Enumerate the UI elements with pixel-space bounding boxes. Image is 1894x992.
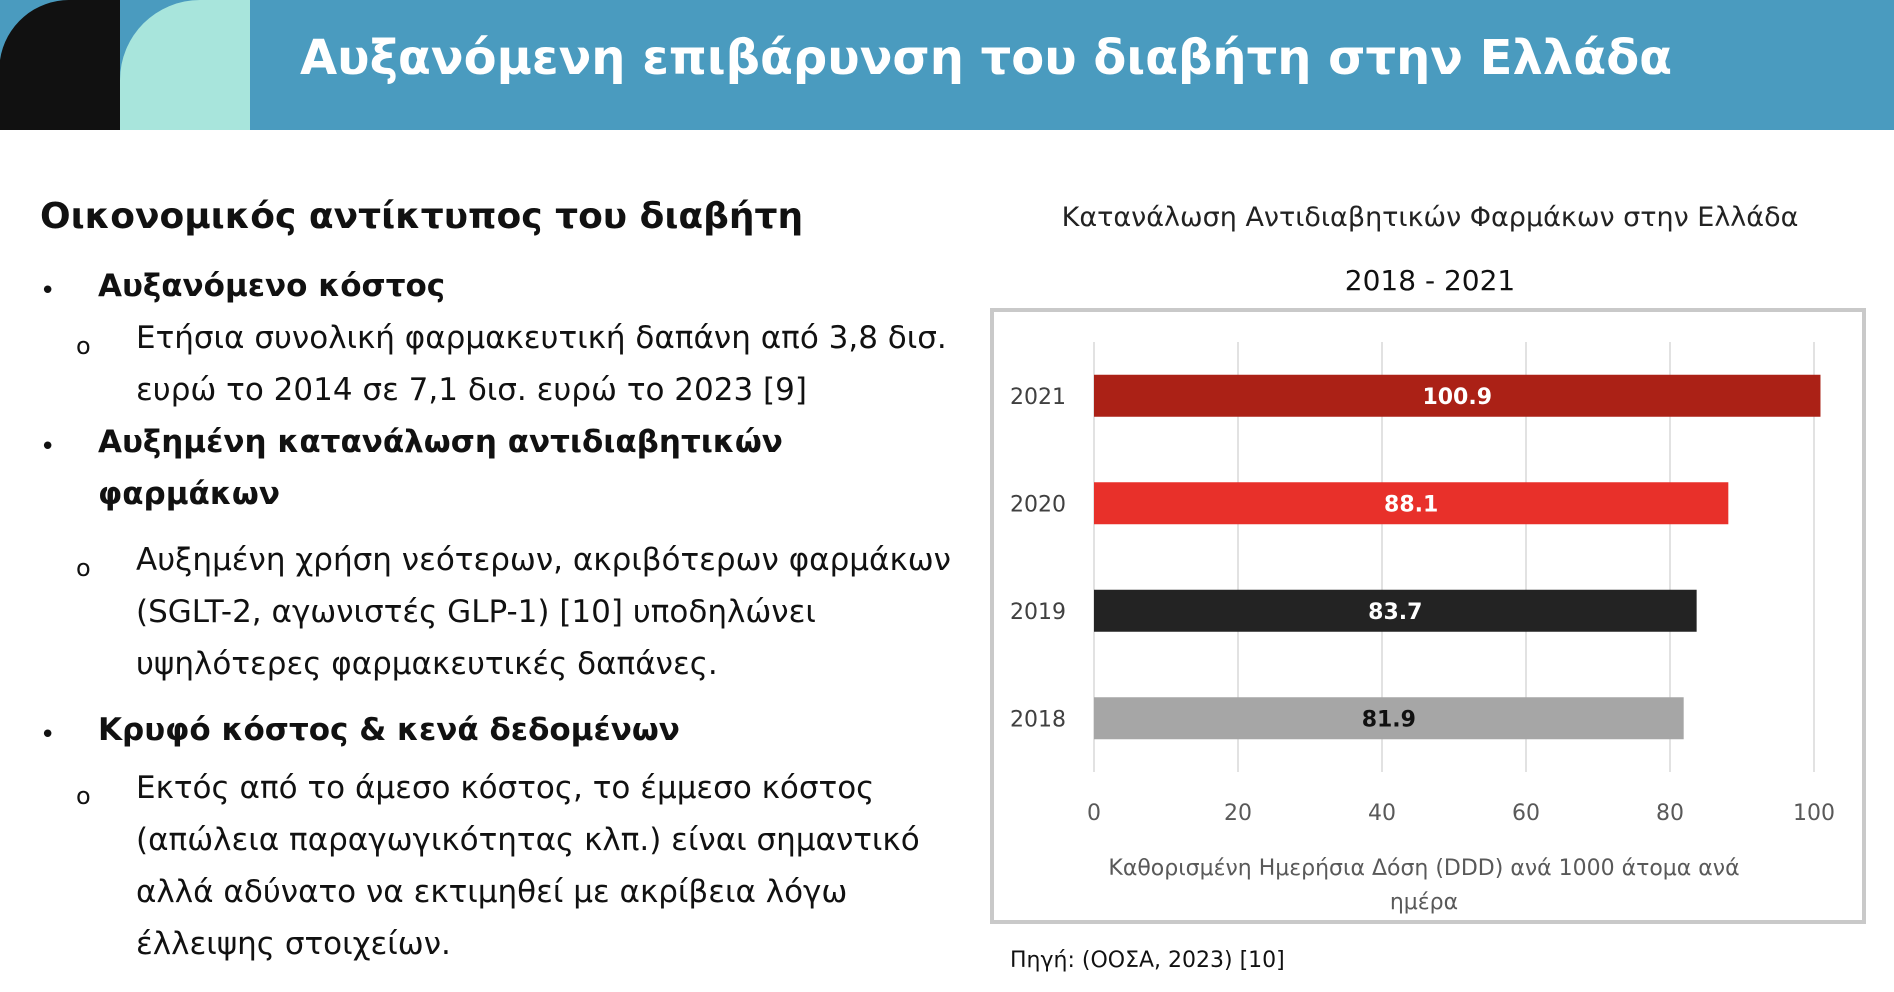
x-tick-label: 60 (1512, 801, 1540, 826)
y-category-label: 2019 (1010, 600, 1066, 625)
logo-dark-quarter (0, 0, 120, 130)
chart-subtitle: 2018 - 2021 (1344, 264, 1516, 297)
bar (1094, 697, 1684, 740)
sub-bullet-marker: o (76, 332, 91, 360)
x-tick-label: 20 (1224, 801, 1252, 826)
source-note: Πηγή: (ΟΟΣΑ, 2023) [10] (1010, 948, 1285, 973)
bar-chart: 0 20 40 60 80 100 100.9 2021 88.1 2020 83.7 2019 81.… (1010, 342, 1835, 826)
chart-frame: 0 20 40 60 80 100 100.9 2021 88.1 2020 83.7 2019 81.… (990, 308, 1866, 924)
y-category-label: 2021 (1010, 385, 1066, 410)
bar-value-label: 81.9 (1362, 707, 1416, 732)
sub-text-cost: Ετήσια συνολική φαρμακευτική δαπάνη από … (136, 320, 947, 408)
y-category-label: 2020 (1010, 492, 1066, 517)
sub-text-hidden-cost: Εκτός από το άμεσο κόστος, το έμμεσο κόσ… (136, 770, 920, 962)
sub-text-consumption: Αυξημένη χρήση νεότερων, ακριβότερων φαρ… (136, 542, 951, 682)
x-axis-label: Καθορισμένη Ημερήσια Δόση (DDD) ανά 1000… (1108, 856, 1740, 915)
chart-title: Κατανάλωση Αντιδιαβητικών Φαρμάκων στην … (1061, 202, 1799, 233)
bar (1094, 482, 1729, 525)
bullet-heading-cost: Αυξανόμενο κόστος (98, 268, 446, 304)
section-title: Οικονομικός αντίκτυπος του διαβήτη (40, 196, 804, 237)
bar-value-label: 83.7 (1368, 600, 1422, 625)
logo-light-quarter (120, 0, 250, 130)
logo-shapes (0, 0, 250, 130)
bullet-marker: • (40, 276, 56, 306)
sub-bullet-marker: o (76, 782, 91, 810)
bullet-marker: • (40, 720, 56, 750)
bar-value-label: 100.9 (1422, 385, 1492, 410)
slide-title: Αυξανόμενη επιβάρυνση του διαβήτη στην Ε… (300, 30, 1673, 86)
x-tick-label: 80 (1656, 801, 1684, 826)
y-category-label: 2018 (1010, 707, 1066, 732)
x-tick-label: 40 (1368, 801, 1396, 826)
slide-header: Αυξανόμενη επιβάρυνση του διαβήτη στην Ε… (0, 0, 1894, 130)
x-tick-label: 0 (1087, 801, 1101, 826)
bullet-heading-consumption: Αυξημένη κατανάλωση αντιδιαβητικών φαρμά… (98, 424, 783, 512)
bullet-heading-hidden-cost: Κρυφό κόστος & κενά δεδομένων (98, 712, 680, 748)
x-tick-label: 100 (1793, 801, 1835, 826)
bar (1094, 374, 1821, 417)
bar-value-label: 88.1 (1384, 492, 1438, 517)
content-column: Οικονομικός αντίκτυπος του διαβήτη • Αυξ… (40, 196, 970, 962)
bar (1094, 589, 1697, 632)
sub-bullet-marker: o (76, 554, 91, 582)
bullet-marker: • (40, 432, 56, 462)
